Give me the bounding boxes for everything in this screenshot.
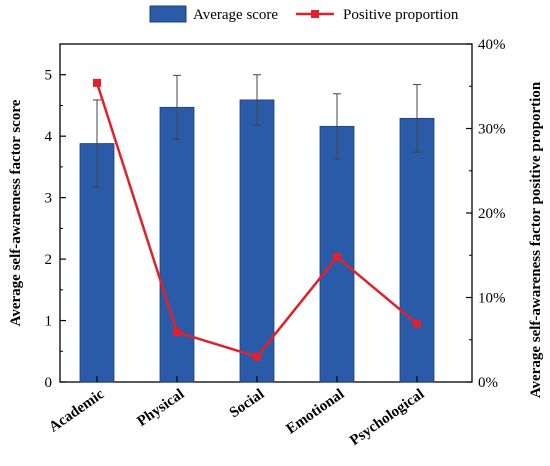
x-tick-label-emotional: Emotional <box>283 386 347 437</box>
bar-psychological <box>399 117 435 383</box>
y2-axis-title: Average self-awareness factor positive p… <box>528 81 544 398</box>
error-bars-layer <box>93 74 421 188</box>
line-marker-academic <box>93 78 101 87</box>
bar-social <box>239 99 275 383</box>
x-tick-label-social: Social <box>227 386 268 421</box>
y-tick-label: 1 <box>45 314 53 330</box>
x-tick-label-academic: Academic <box>46 386 107 436</box>
line-marker-emotional <box>333 252 341 261</box>
line-marker-social <box>253 352 261 361</box>
legend-bar-swatch <box>149 5 187 23</box>
y-axis-title: Average self-awareness factor score <box>8 99 24 326</box>
y2-tick-label: 10% <box>478 291 506 307</box>
y-tick-label: 2 <box>45 252 53 268</box>
legend-line-marker <box>311 10 319 18</box>
y2-tick-label: 30% <box>478 122 506 138</box>
y-tick-label: 3 <box>45 191 53 207</box>
y-tick-label: 0 <box>45 375 53 391</box>
y2-tick-label: 40% <box>478 37 506 53</box>
line-series-layer <box>93 78 421 361</box>
x-tick-label-psychological: Psychological <box>347 386 427 449</box>
y2-tick-label: 0% <box>478 375 498 391</box>
x-tick-label-physical: Physical <box>134 386 187 430</box>
legend-line-label: Positive proportion <box>343 7 459 23</box>
legend-bar-label: Average score <box>193 7 278 23</box>
bars-layer <box>79 99 435 383</box>
y-tick-label: 4 <box>45 129 53 145</box>
legend: Average score Positive proportion <box>149 5 459 23</box>
y2-tick-label: 20% <box>478 206 506 222</box>
y-tick-label: 5 <box>45 68 53 84</box>
bar-physical <box>159 106 195 383</box>
line-marker-psychological <box>413 319 421 328</box>
line-marker-physical <box>173 328 181 337</box>
